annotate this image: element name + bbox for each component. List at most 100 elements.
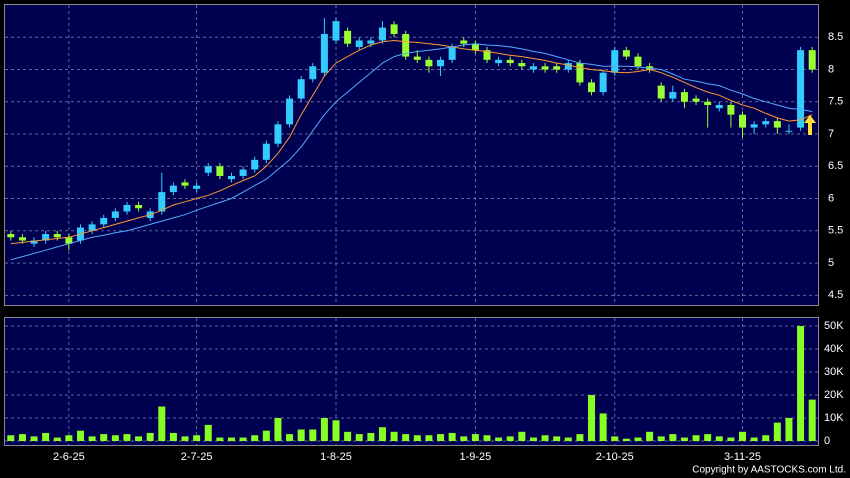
candle-body	[378, 27, 386, 41]
volume-bar	[123, 434, 131, 441]
x-tick-label: 1-8-25	[320, 451, 352, 463]
copyright: Copyright by AASTOCKS.com Ltd.	[692, 465, 846, 476]
candle-body	[773, 121, 781, 128]
x-tick-label: 2-7-25	[181, 451, 213, 463]
volume-bar	[135, 436, 143, 441]
volume-bar	[495, 437, 503, 441]
x-tick-label: 2-10-25	[596, 451, 634, 463]
candle-body	[193, 185, 201, 189]
candle-body	[309, 66, 317, 80]
candle-body	[7, 234, 15, 238]
candle-body	[518, 63, 526, 67]
volume-bar	[413, 435, 421, 441]
candle-body	[169, 185, 177, 193]
volume-bar	[692, 435, 700, 441]
volume-bar	[7, 435, 15, 441]
y-tick-label: 4.5	[828, 289, 843, 301]
candle-body	[588, 82, 596, 93]
volume-bar	[274, 418, 282, 441]
volume-bar	[402, 434, 410, 441]
candle-body	[471, 43, 479, 51]
volume-bar	[622, 438, 630, 441]
candle-body	[65, 237, 73, 244]
volume-bar	[286, 434, 294, 441]
volume-bar	[42, 432, 50, 441]
volume-bar	[262, 430, 270, 441]
candle-body	[332, 21, 340, 41]
candle-body	[785, 130, 793, 132]
candle-body	[123, 205, 131, 212]
volume-bar	[611, 436, 619, 441]
volume-bar	[588, 395, 596, 441]
candle-body	[762, 121, 770, 125]
candle-body	[808, 50, 816, 70]
volume-tick-label: 40K	[824, 343, 844, 355]
volume-bar	[53, 437, 61, 441]
volume-bar	[773, 422, 781, 441]
candle-body	[495, 59, 503, 64]
volume-bar	[471, 434, 479, 441]
volume-bar	[669, 434, 677, 441]
volume-bar	[739, 431, 747, 441]
candle-body	[506, 59, 514, 64]
candle-body	[18, 237, 26, 241]
volume-bar	[460, 436, 468, 441]
volume-bar	[437, 434, 445, 441]
volume-bar	[146, 432, 154, 441]
moving-average-line	[10, 39, 813, 245]
candle-body	[320, 34, 328, 73]
volume-bar	[344, 431, 352, 441]
candle-body	[181, 182, 189, 186]
volume-tick-label: 30K	[824, 366, 844, 378]
candle-body	[262, 143, 270, 160]
volume-bar	[727, 437, 735, 441]
volume-tick-label: 20K	[824, 389, 844, 401]
y-tick-label: 8.5	[828, 31, 843, 43]
volume-bar	[634, 437, 642, 441]
candle-body	[680, 92, 688, 102]
candle-body	[367, 40, 375, 44]
volume-bar	[239, 437, 247, 441]
candle-body	[158, 192, 166, 212]
candle-body	[483, 50, 491, 60]
volume-bar	[100, 434, 108, 441]
candle-body	[437, 59, 445, 67]
volume-bar	[169, 432, 177, 441]
candle-body	[227, 175, 235, 180]
candle-body	[634, 56, 642, 67]
volume-bar	[320, 418, 328, 441]
volume-bar	[297, 429, 305, 441]
volume-bar	[378, 427, 386, 441]
candle-body	[402, 34, 410, 57]
candle-body	[111, 211, 119, 218]
candle-body	[460, 40, 468, 44]
candle-body	[425, 59, 433, 67]
arrow-icon	[804, 115, 816, 135]
candle-body	[53, 234, 61, 238]
volume-bar	[111, 435, 119, 441]
candle-body	[669, 92, 677, 99]
candle-body	[599, 72, 607, 93]
volume-bar	[309, 429, 317, 441]
candle-body	[274, 124, 282, 144]
y-tick-label: 7.5	[828, 96, 843, 108]
y-tick-label: 5	[828, 257, 834, 269]
volume-bar	[181, 436, 189, 441]
candle-body	[42, 234, 50, 241]
x-tick-label: 2-6-25	[53, 451, 85, 463]
volume-bar	[704, 434, 712, 441]
volume-bar	[76, 430, 84, 441]
candle-body	[622, 50, 630, 57]
candle-body	[739, 114, 747, 128]
volume-bar	[599, 413, 607, 441]
volume-bar	[680, 437, 688, 441]
volume-bar	[216, 437, 224, 441]
volume-panel	[4, 317, 819, 446]
volume-bar	[762, 435, 770, 441]
candle-body	[727, 105, 735, 115]
moving-average-line	[10, 43, 813, 261]
volume-tick-label: 0	[824, 435, 830, 447]
volume-bar	[553, 436, 561, 441]
y-tick-label: 6	[828, 192, 834, 204]
